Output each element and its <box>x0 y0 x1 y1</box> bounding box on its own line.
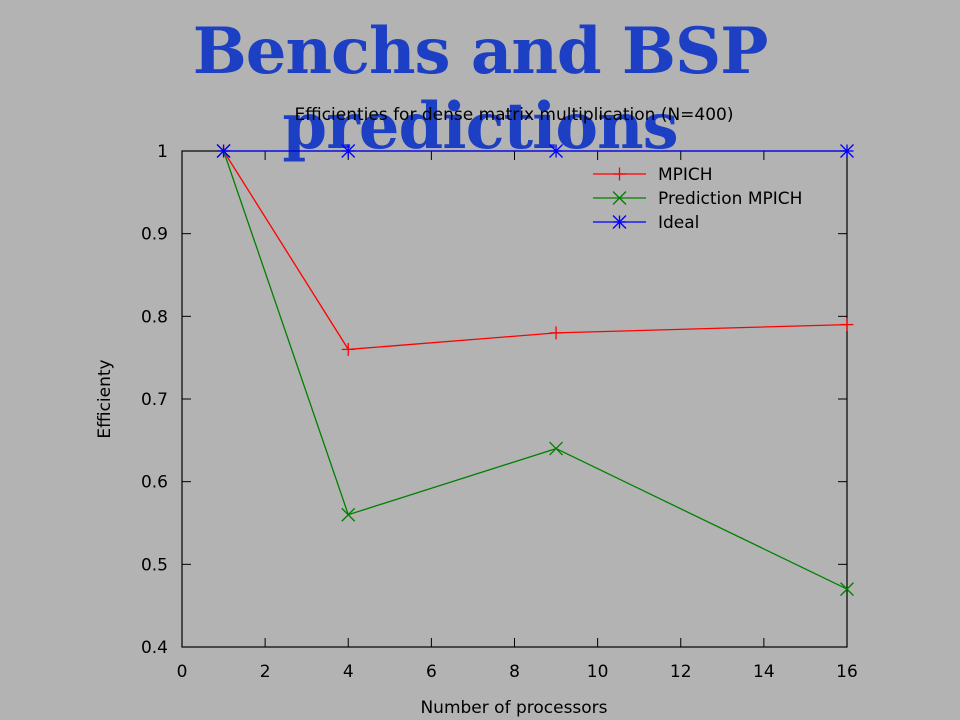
marker-stroke <box>549 441 564 456</box>
data-point <box>549 144 564 158</box>
legend-entry: Ideal <box>593 213 699 233</box>
data-point <box>341 507 356 522</box>
x-tick-label: 2 <box>260 662 271 682</box>
y-axis-label: Efficienty <box>95 359 115 438</box>
series-prediction-mpich <box>216 144 854 597</box>
series-ideal <box>216 144 854 158</box>
series-line <box>223 150 848 351</box>
x-axis-label: Number of processors <box>420 698 607 718</box>
x-tick-label: 0 <box>177 662 188 682</box>
series-line <box>222 150 848 590</box>
y-tick-label: 0.5 <box>141 555 168 575</box>
axes: 0 2 4 6 8 10 12 14 16 0.4 0.5 0.6 0.7 0.8 0.9 1 <box>141 142 858 682</box>
x-tick-label: 6 <box>426 662 437 682</box>
legend-entry: Prediction MPICH <box>593 189 802 209</box>
data-point <box>341 144 356 158</box>
x-tick-label: 4 <box>343 662 354 682</box>
legend-entry: MPICH <box>593 165 713 185</box>
slide-title: Benchs and BSP predictions <box>192 14 769 164</box>
legend-label: MPICH <box>658 165 713 185</box>
marker-stroke <box>549 144 564 158</box>
y-tick-label: 0.9 <box>141 225 168 245</box>
data-point <box>840 318 854 332</box>
x-tick-label: 8 <box>509 662 520 682</box>
x-tick-label: 16 <box>836 662 858 682</box>
marker-stroke <box>612 215 627 229</box>
data-point <box>341 342 355 356</box>
marker-stroke <box>840 582 854 597</box>
series-mpich <box>217 144 854 356</box>
marker-stroke <box>341 507 356 522</box>
data-point <box>840 144 854 158</box>
data-point <box>549 326 563 340</box>
y-tick-label: 1 <box>157 142 168 162</box>
plot-frame <box>181 150 848 648</box>
series-layer <box>216 144 854 597</box>
data-point <box>549 441 564 456</box>
y-tick-label: 0.7 <box>141 390 168 410</box>
legend-marker <box>612 215 627 229</box>
y-tick-label: 0.6 <box>141 473 168 493</box>
data-point <box>840 582 854 597</box>
x-tick-label: 12 <box>670 662 692 682</box>
chart-title: Efficienties for dense matrix multiplica… <box>294 105 733 125</box>
legend: MPICH Prediction MPICH Ideal <box>593 165 802 233</box>
legend-marker <box>612 191 627 205</box>
y-tick-label: 0.4 <box>141 638 168 658</box>
marker-stroke <box>840 144 854 158</box>
marker-stroke <box>216 144 231 158</box>
legend-label: Prediction MPICH <box>658 189 802 209</box>
data-point <box>216 144 231 158</box>
legend-marker <box>613 167 626 181</box>
legend-label: Ideal <box>658 213 699 233</box>
marker-stroke <box>612 191 627 205</box>
marker-stroke <box>341 144 356 158</box>
x-tick-label: 10 <box>587 662 609 682</box>
x-tick-label: 14 <box>753 662 775 682</box>
y-tick-label: 0.8 <box>141 307 168 327</box>
